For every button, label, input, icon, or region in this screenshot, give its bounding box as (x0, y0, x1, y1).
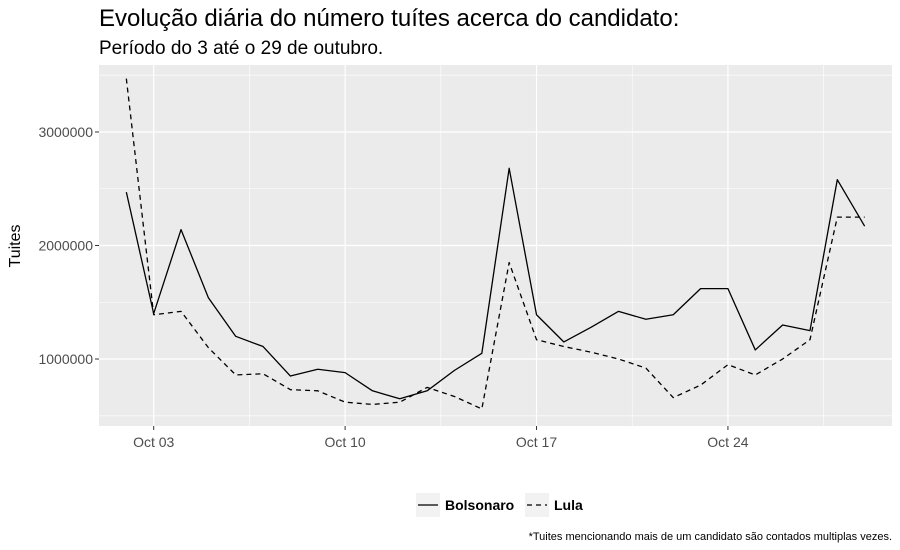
x-axis: Oct 03 Oct 10 Oct 17 Oct 24 (133, 426, 749, 450)
y-tick-label: 1000000 (38, 351, 93, 367)
chart-subtitle: Período do 3 até o 29 de outubro. (99, 38, 383, 59)
series-line-bolsonaro (125, 167, 866, 400)
y-tick-label: 2000000 (38, 238, 93, 254)
major-gridlines (99, 65, 892, 426)
series-lines (125, 78, 866, 410)
legend-label-bolsonaro: Bolsonaro (445, 497, 514, 513)
x-tick-label: Oct 17 (516, 434, 557, 450)
series-line-lula (125, 78, 865, 410)
y-tick-label: 3000000 (38, 124, 93, 140)
y-axis-title: Tuites (7, 225, 24, 268)
chart-title: Evolução diária do número tuítes acerca … (99, 5, 679, 32)
y-axis: 1000000 2000000 3000000 (38, 124, 99, 367)
x-tick-label: Oct 03 (133, 434, 174, 450)
legend-label-lula: Lula (554, 497, 583, 513)
x-tick-label: Oct 24 (707, 434, 748, 450)
legend: Bolsonaro Lula (416, 493, 583, 517)
x-tick-label: Oct 10 (324, 434, 365, 450)
minor-gridlines (99, 65, 892, 426)
caption: *Tuites mencionando mais de um candidato… (529, 531, 892, 543)
